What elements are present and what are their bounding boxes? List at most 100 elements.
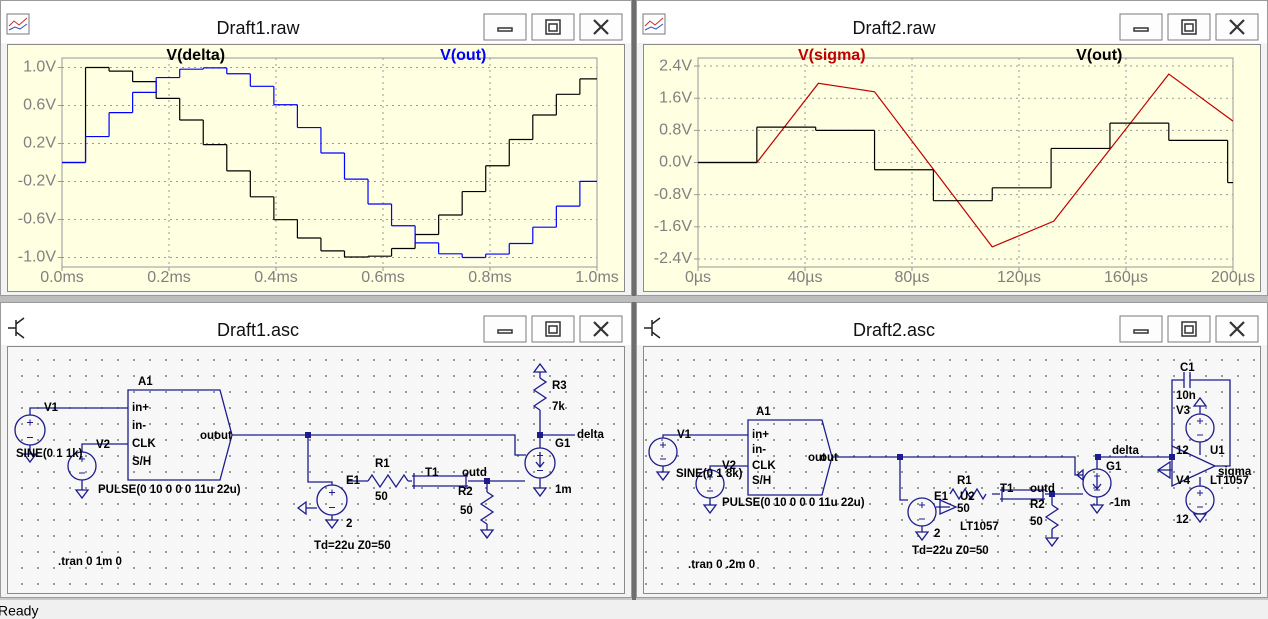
wire [479, 491, 495, 525]
schematic-label: delta [577, 429, 604, 441]
x-tick-label: 120µs [997, 269, 1041, 286]
legend-entry[interactable]: V(sigma) [798, 47, 866, 64]
schematic-label: Td=22u Z0=50 [912, 545, 989, 557]
x-tick-label: 0.0ms [40, 269, 84, 286]
schematic-label: A1 [138, 376, 153, 388]
schematic-label: 2 [934, 528, 940, 540]
minimize-button[interactable] [1119, 13, 1163, 41]
source-symbol [1082, 468, 1112, 498]
schematic-label: S/H [752, 475, 771, 487]
window-title: Draft1.raw [216, 18, 300, 38]
source-symbol [648, 437, 678, 467]
junction [305, 432, 311, 438]
x-tick-label: 0.4ms [254, 269, 298, 286]
maximize-button[interactable] [531, 315, 575, 343]
legend-entry[interactable]: V(out) [440, 47, 486, 64]
window-icon [8, 23, 28, 31]
schematic-label: PULSE(0 10 0 0 0 11u 22u) [98, 484, 241, 496]
maximize-button-glyph [1181, 321, 1197, 337]
source-symbol [907, 497, 937, 527]
component-symbol [127, 389, 233, 481]
schematic-label: CLK [752, 460, 776, 472]
window-icon [8, 17, 28, 27]
y-tick-label: -1.6V [654, 218, 693, 235]
junction [1169, 454, 1175, 460]
component-symbol [324, 519, 340, 530]
schematic-label: in+ [132, 402, 149, 414]
plot-area [61, 57, 598, 268]
schematic-label: G1 [555, 438, 571, 450]
schematic-label: in- [132, 420, 146, 432]
schematic-label: SINE(0 1 8k) [676, 468, 743, 480]
legend-entry[interactable]: V(delta) [166, 47, 225, 64]
schematic-label: out [214, 430, 232, 442]
polarity-mark [660, 442, 666, 460]
schematic-label: 10n [1176, 390, 1196, 402]
windows: Draft1.raw 1.0V 0.6V 0.2V -0.2V -0.6V -1.0V 0.0… [0, 0, 1268, 598]
window-icon [644, 23, 664, 31]
y-tick-label: 0.6V [23, 97, 56, 114]
y-tick-label: -1.0V [18, 249, 57, 266]
x-tick-label: 0.2ms [147, 269, 191, 286]
minimize-button[interactable] [483, 13, 527, 41]
schematic-label: E1 [934, 491, 949, 503]
schematic-label: in+ [752, 429, 769, 441]
schematic-label: outd [462, 467, 487, 479]
x-tick-label: 1.0ms [575, 269, 619, 286]
schematic-label: R3 [552, 380, 567, 392]
minimize-button[interactable] [1119, 315, 1163, 343]
schematic-label: .tran 0 1m 0 [58, 556, 122, 568]
schematic-label: PULSE(0 10 0 0 0 11u 22u) [722, 497, 865, 509]
y-tick-label: 0.2V [23, 135, 56, 152]
source-symbol [695, 469, 725, 499]
y-tick-label: 1.6V [659, 89, 692, 106]
y-tick-label: -0.8V [654, 186, 693, 203]
polarity-mark [1094, 473, 1100, 491]
maximize-button-glyph [545, 321, 561, 337]
junction [1049, 491, 1055, 497]
schematic-label: LT1057 [1210, 475, 1249, 487]
schematic-label: 12 [1176, 514, 1189, 526]
x-tick-label: 80µs [894, 269, 929, 286]
junction [537, 432, 543, 438]
schematic-label: V1 [44, 402, 59, 414]
mdi-window: Draft1.asc [0, 302, 632, 598]
polarity-mark [707, 474, 713, 492]
maximize-button[interactable] [1167, 13, 1211, 41]
close-button-glyph [593, 321, 609, 337]
minimize-button-glyph [1133, 329, 1149, 334]
maximize-button[interactable] [1167, 315, 1211, 343]
maximize-button-glyph [545, 19, 561, 35]
maximize-button-glyph [1181, 19, 1197, 35]
minimize-button[interactable] [483, 315, 527, 343]
close-button-glyph [1229, 19, 1245, 35]
wire [949, 487, 987, 501]
schematic-label: R2 [1030, 499, 1045, 511]
minimize-button-glyph [497, 329, 513, 334]
schematic-label: E1 [346, 475, 361, 487]
schematic-label: V1 [677, 429, 692, 441]
component-symbol [1192, 513, 1208, 524]
schematic-label: LT1057 [960, 521, 999, 533]
y-tick-label: -0.6V [18, 211, 57, 228]
legend-entry[interactable]: V(out) [1076, 47, 1122, 64]
schematic-label: G1 [1106, 461, 1122, 473]
window-title: Draft1.asc [217, 320, 299, 340]
maximize-button[interactable] [531, 13, 575, 41]
junction [1095, 454, 1101, 460]
schematic-label: 50 [957, 503, 970, 515]
y-tick-label: 2.4V [659, 57, 692, 74]
schematic-label: out [820, 452, 838, 464]
schematic-label: outd [1030, 483, 1055, 495]
plot-area [697, 57, 1234, 268]
component-symbol [939, 499, 958, 515]
component-symbol [22, 453, 38, 464]
schematic-label: 7k [552, 401, 565, 413]
schematic-label: .tran 0 .2m 0 [688, 559, 755, 571]
component-symbol [1156, 460, 1171, 480]
polarity-mark [329, 489, 335, 508]
wire [532, 377, 548, 411]
minimize-button-glyph [497, 27, 513, 32]
